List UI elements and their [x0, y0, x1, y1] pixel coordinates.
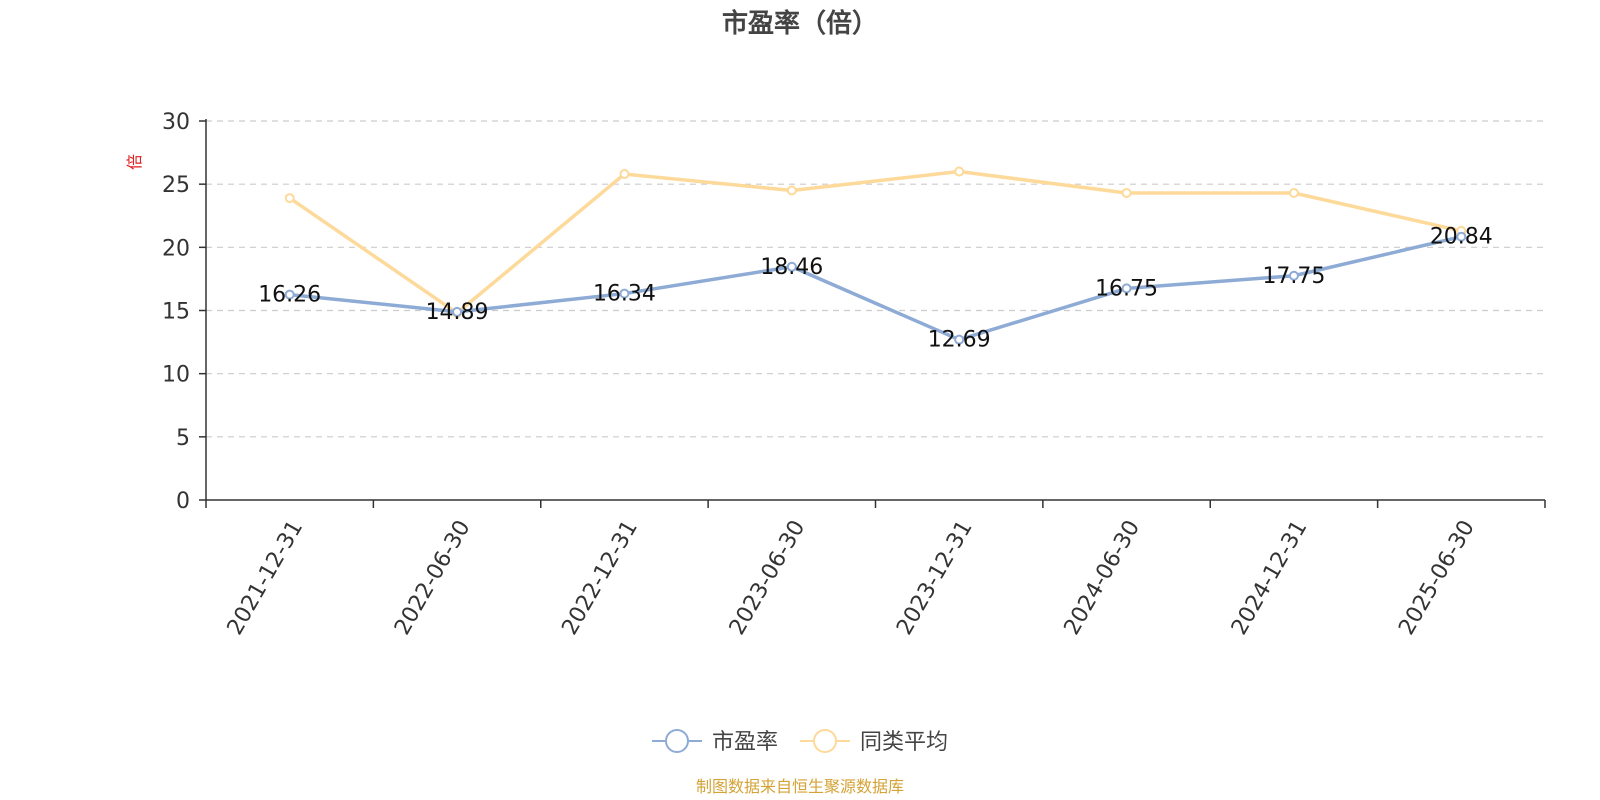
- y-tick-label: 30: [162, 110, 190, 135]
- source-note: 制图数据来自恒生聚源数据库: [696, 777, 904, 796]
- data-point[interactable]: [954, 166, 965, 177]
- data-point[interactable]: [1456, 231, 1467, 242]
- legend[interactable]: 市盈率 同类平均: [651, 729, 948, 755]
- chart-title: 市盈率（倍）: [722, 8, 878, 39]
- data-point[interactable]: [1121, 283, 1132, 294]
- y-tick-label: 0: [176, 489, 190, 514]
- axes: 0 5 10 15 20 25 30 2021-12-31 2022-06-30 2022-12-…: [162, 110, 1546, 639]
- grid: [206, 120, 1545, 438]
- series-layer: [284, 166, 1467, 345]
- legend-label: 同类平均: [860, 730, 948, 755]
- x-tick-label: 2025-06-30: [1394, 516, 1480, 639]
- series-line: [288, 169, 1462, 315]
- series-line: [289, 235, 1462, 342]
- data-label: 17.75: [1262, 264, 1325, 289]
- legend-marker: [664, 729, 689, 753]
- y-tick-label: 20: [162, 236, 190, 261]
- data-point[interactable]: [284, 193, 295, 204]
- data-label: 16.34: [593, 282, 656, 307]
- legend-item[interactable]: 同类平均: [800, 729, 948, 755]
- data-labels: 16.26 14.89 16.34 18.46 12.69 16.75 17.75 20.84: [258, 225, 1493, 353]
- legend-item[interactable]: 市盈率: [651, 729, 778, 755]
- legend-marker: [813, 729, 837, 753]
- x-tick-label: 2023-12-31: [892, 516, 978, 639]
- data-point[interactable]: [284, 289, 295, 300]
- data-point[interactable]: [954, 334, 965, 345]
- data-point[interactable]: [1121, 188, 1132, 199]
- data-label: 14.89: [426, 300, 489, 325]
- data-point[interactable]: [786, 185, 797, 196]
- x-tick-label: 2022-06-30: [390, 516, 476, 639]
- x-tick-label: 2023-06-30: [725, 516, 811, 639]
- x-tick-label: 2024-12-31: [1227, 516, 1313, 639]
- data-point[interactable]: [1288, 270, 1299, 281]
- data-point[interactable]: [619, 288, 630, 299]
- x-tick-label: 2021-12-31: [223, 516, 309, 639]
- y-tick-label: 10: [162, 363, 190, 388]
- data-label: 16.75: [1095, 276, 1158, 301]
- data-label: 20.84: [1430, 225, 1493, 250]
- data-label: 18.46: [760, 255, 823, 280]
- y-tick-label: 15: [162, 300, 190, 325]
- y-unit-label: 倍: [125, 154, 144, 170]
- data-point[interactable]: [452, 306, 463, 317]
- x-tick-label: 2024-06-30: [1060, 516, 1146, 639]
- x-tick-label: 2022-12-31: [557, 516, 643, 639]
- data-point[interactable]: [786, 261, 797, 272]
- y-tick-label: 5: [176, 426, 190, 451]
- y-tick-label: 25: [162, 173, 190, 198]
- legend-label: 市盈率: [712, 730, 778, 755]
- data-label: 16.26: [258, 283, 321, 308]
- data-point[interactable]: [1288, 188, 1299, 199]
- data-point[interactable]: [619, 169, 630, 180]
- data-label: 12.69: [928, 328, 991, 353]
